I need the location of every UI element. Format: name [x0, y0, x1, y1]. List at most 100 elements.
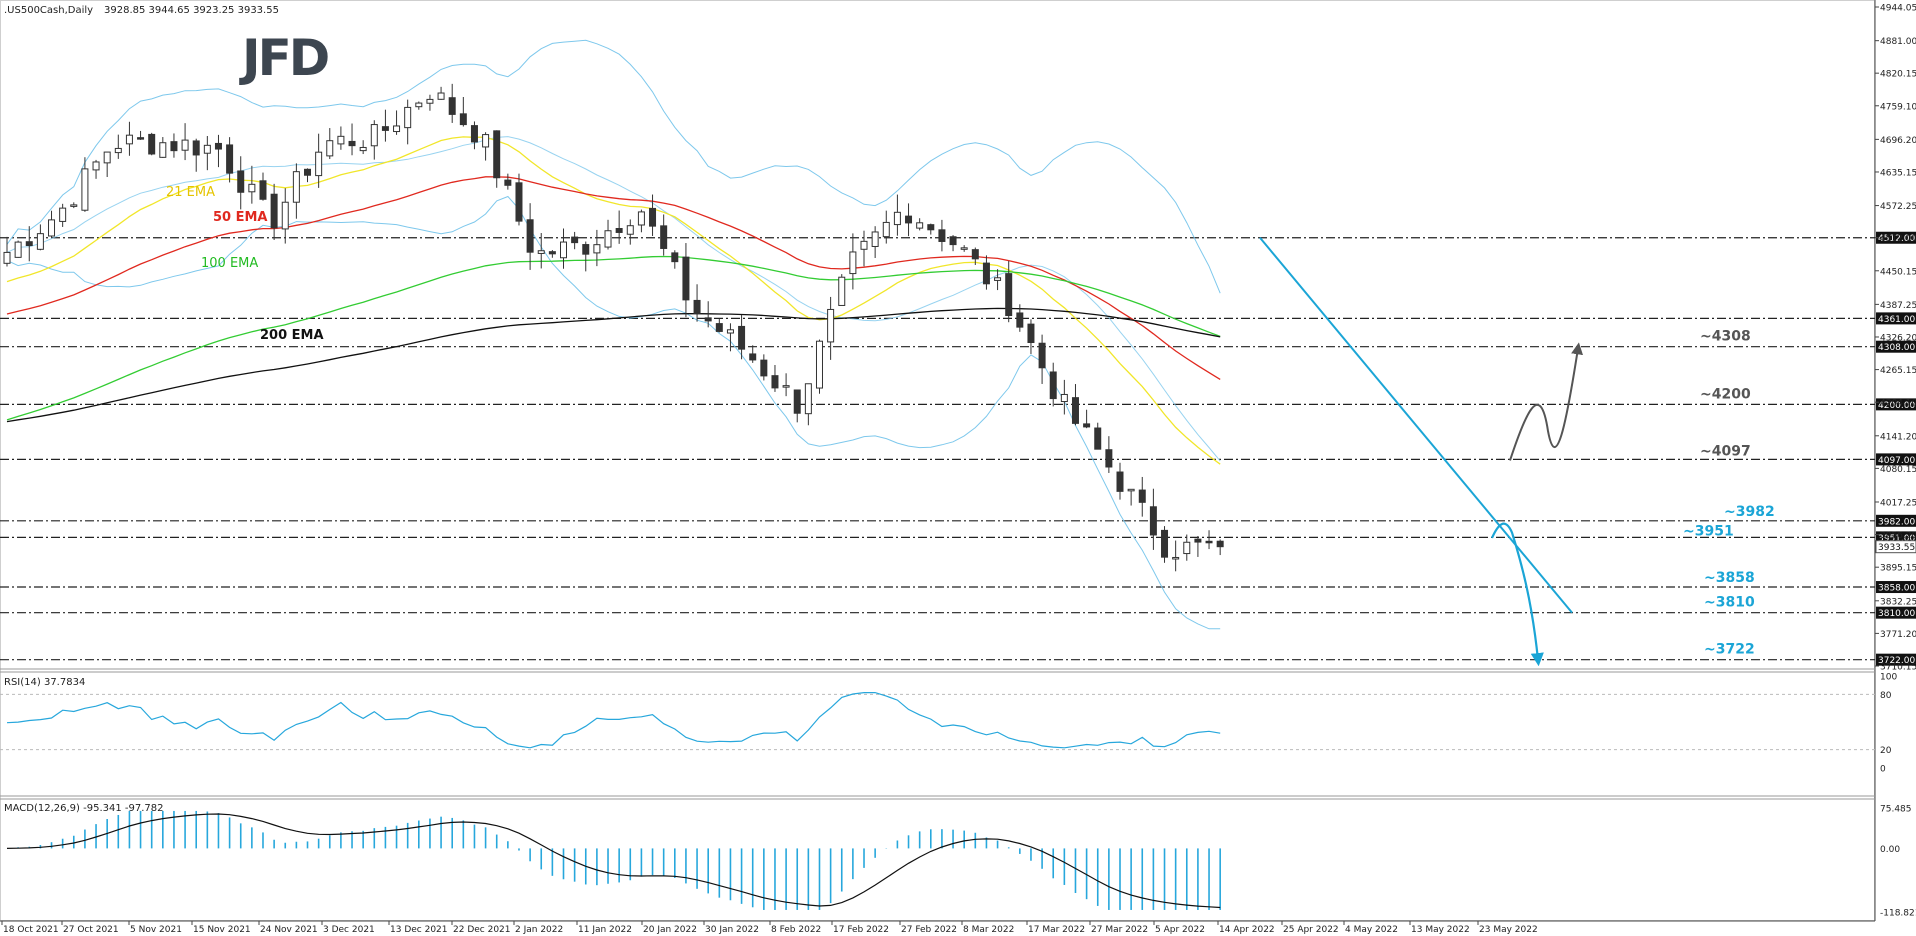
candle-body [793, 389, 801, 414]
rsi-tick-label: 80 [1880, 691, 1892, 701]
candle-body [137, 137, 145, 140]
candle-body [938, 229, 946, 242]
time-tick-label: 2 Jan 2022 [515, 925, 563, 935]
candle-body [359, 146, 367, 152]
level-labels: 4512.00 4361.00 4308.00 4200.00 4097.00 3982.… [1683, 231, 1916, 666]
candle-body [804, 383, 812, 415]
candlesticks [3, 83, 1224, 572]
level-price-tag-text: 3722.00 [1878, 656, 1915, 666]
level-price-tag-text: 4361.00 [1878, 315, 1915, 325]
level-price-tag-text: 4512.00 [1878, 234, 1915, 244]
candle-body [214, 142, 222, 150]
candle-body [1060, 393, 1068, 403]
ema200-line [6, 307, 1221, 423]
rsi-indicator: 100 80 20 0 [0, 673, 1897, 775]
time-tick-label: 14 Apr 2022 [1219, 925, 1275, 935]
level-price-tag-text: 4200.00 [1878, 401, 1915, 411]
time-tick-label: 30 Jan 2022 [705, 925, 759, 935]
time-tick-label: 5 Nov 2021 [130, 925, 182, 935]
time-tick-label: 20 Jan 2022 [643, 925, 697, 935]
candle-body [1183, 541, 1191, 555]
candle-body [381, 126, 389, 131]
price-tick-label: 4387.25 [1880, 301, 1916, 311]
ema21-line [6, 136, 1221, 465]
candle-body [548, 251, 556, 255]
time-tick-label: 11 Jan 2022 [578, 925, 632, 935]
time-axis: 18 Oct 2021 27 Oct 2021 5 Nov 2021 15 Nov 2… [1, 921, 1538, 935]
candle-body [882, 221, 890, 238]
candle-body [36, 233, 44, 250]
time-tick-label: 22 Dec 2021 [453, 925, 511, 935]
candle-body [838, 276, 846, 306]
time-tick-label: 5 Apr 2022 [1155, 925, 1205, 935]
level-label: ~4308 [1700, 329, 1751, 345]
ema50-line [6, 176, 1221, 380]
candle-body [459, 113, 467, 126]
candle-body [637, 211, 645, 226]
ema100-label: 100 EMA [201, 256, 258, 271]
candle-body [304, 168, 312, 176]
candle-body [370, 124, 378, 147]
ema200-label: 200 EMA [260, 328, 324, 343]
candle-body [326, 140, 334, 157]
candle-body [92, 161, 100, 171]
macd-tick-label: 0.00 [1880, 845, 1900, 855]
candle-body [526, 219, 534, 253]
candle-body [927, 224, 935, 231]
macd-signal-line [6, 813, 1221, 909]
price-tick-label: 4759.10 [1880, 102, 1916, 112]
time-tick-label: 24 Nov 2021 [260, 925, 318, 935]
downtrend-line [1259, 237, 1573, 614]
candle-body [1049, 371, 1057, 400]
macd-tick-label: 75.485 [1880, 805, 1912, 815]
candle-body [582, 244, 590, 255]
candle-body [671, 252, 679, 263]
candle-body [170, 141, 178, 152]
current-price-tag-text: 3933.55 [1878, 543, 1915, 553]
level-price-tag-text: 3951.00 [1878, 534, 1915, 544]
time-tick-label: 17 Mar 2022 [1028, 925, 1085, 935]
time-tick-label: 8 Mar 2022 [963, 925, 1014, 935]
price-tick-label: 4944.05 [1880, 4, 1916, 14]
bearish-scenario-arrow [1490, 522, 1544, 667]
time-tick-label: 18 Oct 2021 [3, 925, 59, 935]
candle-body [982, 262, 990, 285]
candle-body [1161, 529, 1169, 558]
ema21-label: 21 EMA [166, 185, 215, 200]
candle-body [148, 133, 156, 155]
candle-body [1083, 423, 1091, 428]
candle-body [493, 130, 501, 179]
level-price-tag [1876, 231, 1916, 244]
candle-body [537, 250, 545, 254]
candle-body [482, 134, 490, 148]
rsi-line [6, 692, 1221, 749]
rsi-tick-label: 100 [1880, 673, 1897, 683]
candle-body [448, 97, 456, 115]
current-price-tag [1875, 540, 1916, 554]
candle-body [893, 211, 901, 226]
candle-body [103, 151, 111, 164]
candle-body [1038, 342, 1046, 369]
ema100-line [6, 255, 1221, 421]
candle-body [916, 222, 924, 229]
level-label: ~3951 [1683, 523, 1734, 539]
macd-header: MACD(12,26,9) -95.341 -97.782 [4, 803, 164, 814]
candle-body [771, 375, 779, 389]
price-tick-label: 3832.25 [1880, 597, 1916, 607]
candle-body [593, 244, 601, 254]
candle-body [682, 256, 690, 301]
price-tick-label: 4326.20 [1880, 333, 1916, 343]
candle-body [337, 135, 345, 145]
level-price-tag-text: 3858.00 [1878, 584, 1915, 594]
price-tick-label: 3895.15 [1880, 564, 1916, 574]
macd-indicator: 75.485 0.00 -118.821 [6, 805, 1916, 919]
ohlc-readout: 3928.85 3944.65 3923.25 3933.55 [104, 5, 279, 16]
candle-body [59, 207, 67, 222]
candle-body [3, 251, 11, 264]
candle-body [292, 171, 300, 203]
candle-body [1194, 538, 1202, 543]
level-price-tag [1876, 398, 1916, 411]
candle-body [760, 359, 768, 377]
level-label: ~3982 [1724, 504, 1775, 520]
